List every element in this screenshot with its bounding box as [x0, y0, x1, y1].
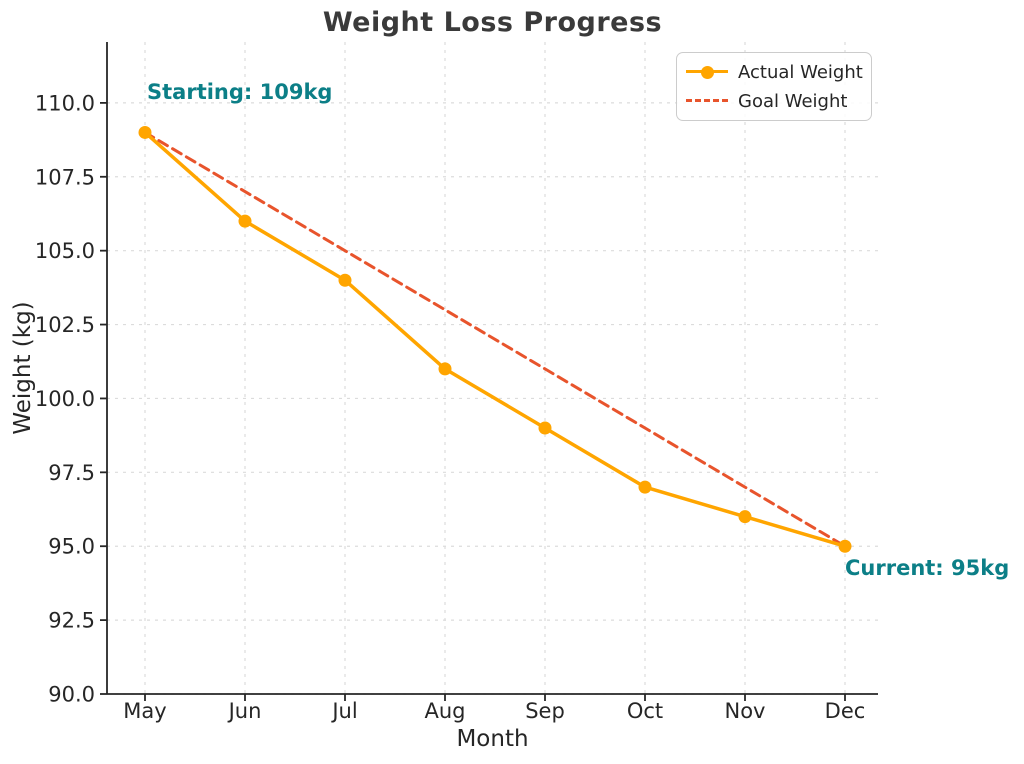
x-tick-label: Aug — [424, 699, 465, 723]
x-tick-label: Jul — [330, 699, 357, 723]
x-axis-label: Month — [456, 726, 529, 752]
legend-label: Actual Weight — [738, 61, 863, 83]
legend-entry-goal-weight: Goal Weight — [686, 90, 861, 112]
data-point-marker — [238, 214, 252, 228]
y-tick-label: 95.0 — [48, 535, 95, 559]
series-line — [143, 130, 847, 548]
y-tick-label: 107.5 — [35, 165, 95, 189]
series-line — [143, 130, 847, 548]
data-point-marker — [538, 421, 552, 435]
dashed-line-icon — [686, 99, 728, 102]
y-tick-label: 102.5 — [35, 313, 95, 337]
data-point-marker — [138, 125, 152, 139]
x-tick-label: Nov — [725, 699, 766, 723]
x-tick-label: Jun — [227, 699, 262, 723]
legend-entry-actual-weight: Actual Weight — [686, 61, 863, 83]
annotation-starting-weight: Starting: 109kg — [147, 80, 333, 104]
y-tick-label: 92.5 — [48, 609, 95, 633]
data-point-marker — [638, 480, 652, 494]
legend-label: Goal Weight — [738, 90, 848, 112]
data-point-marker — [838, 539, 852, 553]
chart-title: Weight Loss Progress — [322, 7, 663, 38]
y-tick-label: 97.5 — [48, 461, 95, 485]
actual-weight-line-sample-icon — [686, 65, 728, 79]
y-tick-label: 90.0 — [48, 683, 95, 707]
y-tick-label: 100.0 — [35, 387, 95, 411]
circle-marker-icon — [700, 65, 714, 79]
x-tick-label: Dec — [825, 699, 866, 723]
x-tick-label: Sep — [525, 699, 565, 723]
data-point-marker — [438, 362, 452, 376]
y-axis-label: Weight (kg) — [10, 301, 36, 435]
data-point-marker — [738, 510, 752, 524]
data-point-marker — [338, 273, 352, 287]
x-tick-label: May — [123, 699, 166, 723]
annotation-current-weight: Current: 95kg — [845, 556, 1010, 580]
y-tick-label: 105.0 — [35, 239, 95, 263]
x-tick-label: Oct — [627, 699, 663, 723]
y-tick-label: 110.0 — [35, 91, 95, 115]
legend: Actual Weight Goal Weight — [676, 52, 872, 121]
goal-weight-line-sample-icon — [686, 94, 728, 108]
